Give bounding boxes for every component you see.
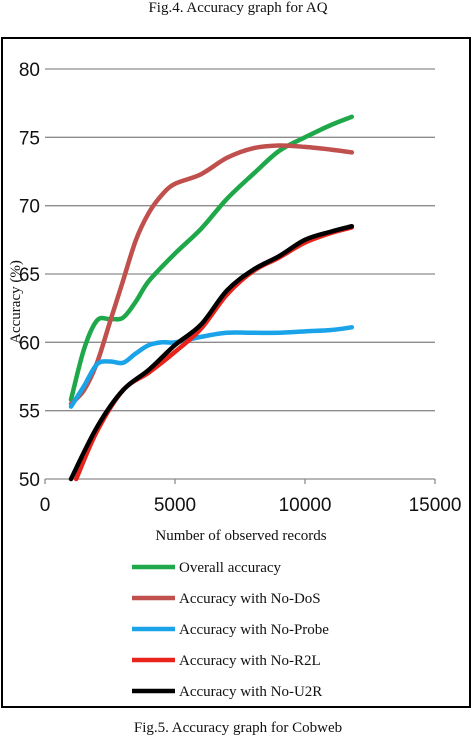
y-tick-labels: 50 55 60 65 70 75 80 xyxy=(19,60,40,491)
series-line-overall-accuracy xyxy=(68,114,355,402)
series-line-accuracy-with-no-u2r xyxy=(68,223,355,482)
y-axis-label: Accuracy (%) xyxy=(8,260,24,344)
series-line-accuracy-with-no-probe xyxy=(68,325,355,409)
series-line-accuracy-with-no-dos xyxy=(68,143,355,407)
x-axis-label: Number of observed records xyxy=(155,528,326,544)
x-tick-label: 0 xyxy=(40,495,51,516)
y-tick-label: 50 xyxy=(19,470,40,491)
series-lines xyxy=(68,114,355,482)
y-tick-label: 75 xyxy=(19,128,40,149)
y-tick-label: 55 xyxy=(19,402,40,423)
series-line-accuracy-with-no-r2l xyxy=(73,225,355,482)
x-tick-label: 10000 xyxy=(279,495,332,516)
chart-frame: 50 55 60 65 70 75 80 0 5000 10000 15000 Accuracy … xyxy=(1,37,471,708)
y-tick-label: 60 xyxy=(19,333,40,354)
legend-entry: Overall accuracy xyxy=(179,560,282,576)
y-tick-label: 80 xyxy=(19,60,40,81)
x-tick-label: 5000 xyxy=(154,495,196,516)
legend-entry: Accuracy with No-DoS xyxy=(179,591,321,607)
legend-entry: Accuracy with No-R2L xyxy=(179,653,321,669)
y-tick-label: 70 xyxy=(19,197,40,218)
legend-entry: Accuracy with No-U2R xyxy=(179,684,322,700)
legend-entry: Accuracy with No-Probe xyxy=(179,622,329,638)
accuracy-line-chart: 50 55 60 65 70 75 80 0 5000 10000 15000 Accuracy … xyxy=(8,60,462,700)
x-tick-label: 15000 xyxy=(409,495,462,516)
legend: Overall accuracy Accuracy with No-DoS Accu… xyxy=(132,560,329,700)
x-tick-labels: 0 5000 10000 15000 xyxy=(40,495,462,516)
top-caption: Fig.4. Accuracy graph for AQ xyxy=(148,0,328,16)
y-tick-label: 65 xyxy=(19,265,40,286)
bottom-caption: Fig.5. Accuracy graph for Cobweb xyxy=(133,720,343,736)
